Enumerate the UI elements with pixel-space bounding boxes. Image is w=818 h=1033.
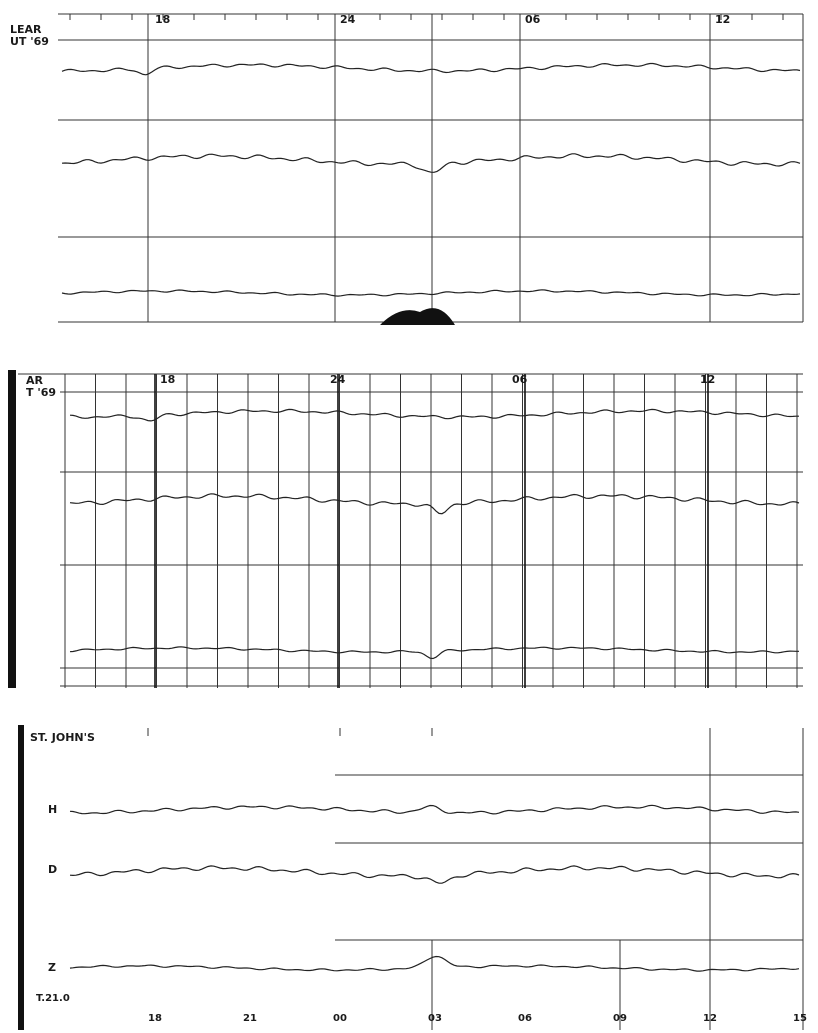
station-label: ST. JOHN'S [30,731,95,744]
footer-label: T.21.0 [36,993,70,1004]
hour-label: 06 [525,13,541,26]
background [0,0,818,1033]
component-label: D [48,863,57,876]
hour-label: 12 [700,373,715,386]
date-label: T '69 [26,386,56,399]
hour-label: 18 [155,13,170,26]
hour-label: 00 [333,1013,347,1024]
frame [8,370,16,688]
magnetogram-sheet: LEAR UT '69 AR T '69 ST. JOHN'S H D Z T.… [0,0,818,1033]
component-label: H [48,803,57,816]
hour-label: 12 [703,1013,717,1024]
hour-label: 06 [512,373,528,386]
frame [18,725,24,1030]
hour-label: 06 [518,1013,532,1024]
hour-label: 18 [148,1013,162,1024]
hour-label: 21 [243,1013,257,1024]
hour-label: 24 [330,373,346,386]
hour-label: 18 [160,373,175,386]
hour-label: 24 [340,13,356,26]
component-label: Z [48,961,56,974]
hour-label: 12 [715,13,730,26]
hour-label: 09 [613,1013,627,1024]
hour-label: 03 [428,1013,442,1024]
date-label: UT '69 [10,35,49,48]
hour-label: 15 [793,1013,807,1024]
